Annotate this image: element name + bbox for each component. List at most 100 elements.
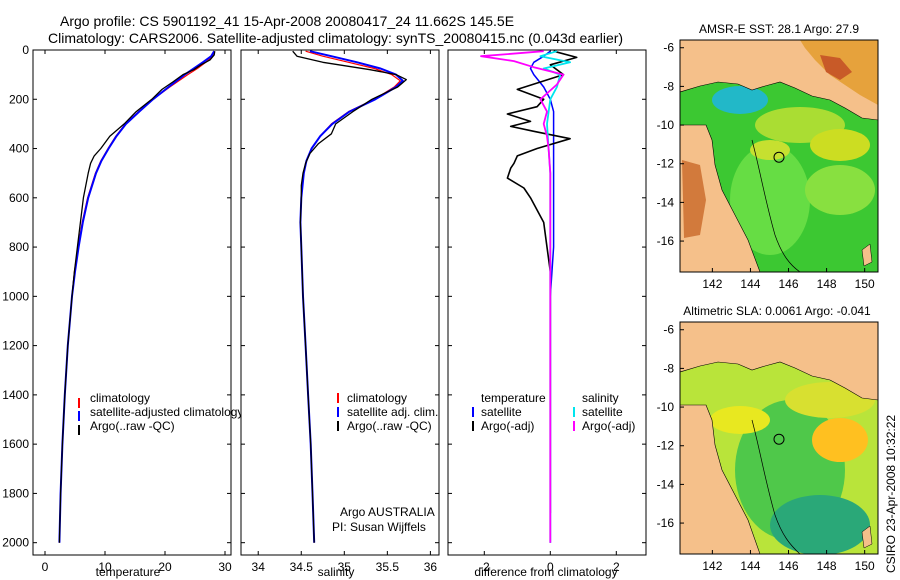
cape-york-landmass (680, 124, 761, 272)
x-tick-label: 0 (42, 560, 49, 574)
map-y-tick-label: -16 (657, 516, 675, 530)
credit-pi: PI: Susan Wijffels (332, 520, 426, 534)
figure-title-line1: Argo profile: CS 5901192_41 15-Apr-2008 … (60, 13, 514, 29)
legend-label-sal-satellite: satellite (582, 405, 623, 419)
salinity-panel: 34 34.5 35 35.5 36 salinity climatology sate… (240, 49, 440, 579)
map-y-tick-label: -10 (657, 400, 675, 414)
map-x-tick-label: 148 (817, 277, 837, 291)
legend-label-satellite: satellite adj. clim. (347, 405, 438, 419)
sla-field-patch (770, 495, 870, 554)
map-x-tick-label: 142 (702, 277, 722, 291)
legend-label-satellite: satellite-adjusted climatology (90, 405, 243, 419)
new-guinea-landmass (680, 322, 878, 401)
x-tick-label: 10 (98, 560, 112, 574)
map-x-tick-label: 150 (855, 277, 875, 291)
legend-label-temp-argo: Argo(-adj) (481, 419, 534, 433)
sla-field-patch (812, 418, 868, 462)
x-tick-label: -2 (479, 560, 490, 574)
map-x-tick-label: 144 (740, 277, 760, 291)
sst-land-highlands (820, 55, 852, 80)
sst-field-patch (730, 145, 810, 255)
legend-label-temp-satellite: satellite (481, 405, 522, 419)
map-y-tick-label: -8 (663, 79, 674, 93)
temperature-xlabel: temperature (96, 565, 161, 579)
difference-panel: -2 0 2 difference from climatology tempera… (447, 49, 647, 579)
sst-field-patch (810, 129, 870, 161)
csiro-timestamp: CSIRO 23-Apr-2008 10:32:22 (884, 415, 898, 573)
sla-field-patch (710, 406, 770, 434)
salinity-legend: climatology satellite adj. clim. Argo(..… (337, 391, 438, 433)
y-tick-label: 1600 (2, 437, 29, 451)
temperature-axes-frame (32, 49, 232, 556)
x-tick-label: 34.5 (290, 560, 314, 574)
shelf-contour (751, 419, 801, 554)
map-x-tick-label: 142 (702, 559, 722, 573)
salinity-axes-frame (240, 49, 440, 556)
sst-field-patch (712, 86, 768, 114)
x-tick-label: 34 (252, 560, 266, 574)
sla-map: Altimetric SLA: 0.0061 Argo: -0.041 142 1… (657, 304, 879, 573)
map-x-tick-label: 150 (855, 559, 875, 573)
y-tick-label: 600 (9, 191, 29, 205)
map-x-tick-label: 146 (779, 277, 799, 291)
reef-islet (861, 243, 873, 267)
map-y-tick-label: -12 (657, 157, 675, 171)
sst-map-title: AMSR-E SST: 28.1 Argo: 27.9 (699, 22, 859, 36)
legend-header-temperature: temperature (481, 391, 546, 405)
map-x-tick-label: 146 (779, 559, 799, 573)
sla-map-title: Altimetric SLA: 0.0061 Argo: -0.041 (683, 304, 871, 318)
shelf-contour (751, 139, 801, 272)
difference-xlabel: difference from climatology (474, 565, 617, 579)
x-tick-label: 20 (158, 560, 172, 574)
difference-legend: temperature salinity satellite Argo(-adj… (472, 391, 635, 433)
y-tick-label: 2000 (2, 536, 29, 550)
sst-map-frame (679, 39, 879, 273)
credit-argo-australia: Argo AUSTRALIA (340, 505, 435, 519)
y-tick-label: 1000 (2, 289, 29, 303)
sst-field-patch (805, 165, 875, 215)
map-y-tick-label: -6 (663, 323, 674, 337)
y-tick-label: 1200 (2, 339, 29, 353)
x-tick-label: 36 (424, 560, 438, 574)
cape-york-landmass (680, 404, 761, 554)
x-tick-label: 30 (218, 560, 232, 574)
argo-profile-marker (773, 433, 785, 445)
legend-label-argo: Argo(..raw -QC) (90, 419, 175, 433)
reef-islet (861, 525, 873, 549)
x-tick-label: 2 (613, 560, 620, 574)
sst-map: AMSR-E SST: 28.1 Argo: 27.9 142 144 146 148… (657, 22, 879, 291)
sst-field-patch (750, 140, 790, 160)
y-tick-label: 0 (22, 43, 29, 57)
map-y-tick-label: -12 (657, 439, 675, 453)
map-y-tick-label: -16 (657, 234, 675, 248)
y-tick-label: 400 (9, 142, 29, 156)
legend-label-climatology: climatology (90, 391, 150, 405)
series-line-temperature-satellite (529, 50, 555, 543)
series-line-argo (58, 51, 216, 543)
x-tick-label: 35.5 (376, 560, 400, 574)
map-y-tick-label: -14 (657, 477, 675, 491)
map-y-tick-label: -14 (657, 195, 675, 209)
legend-label-climatology: climatology (347, 391, 407, 405)
legend-header-salinity: salinity (582, 391, 619, 405)
temperature-legend: climatology satellite-adjusted climatolo… (78, 391, 243, 435)
map-y-tick-label: -6 (663, 41, 674, 55)
figure-title-line2: Climatology: CARS2006. Satellite-adjuste… (48, 30, 623, 46)
sla-map-frame (679, 321, 879, 555)
map-x-tick-label: 148 (817, 559, 837, 573)
series-line-argo (292, 50, 407, 543)
legend-label-argo: Argo(..raw -QC) (347, 419, 432, 433)
y-tick-label: 800 (9, 240, 29, 254)
x-tick-label: 0 (547, 560, 554, 574)
y-tick-label: 1400 (2, 388, 29, 402)
sst-land-warm (682, 160, 706, 238)
series-line-salinity-argo (480, 50, 565, 543)
map-y-tick-label: -10 (657, 118, 675, 132)
salinity-xlabel: salinity (318, 565, 355, 579)
legend-label-sal-argo: Argo(-adj) (582, 419, 635, 433)
temperature-panel: 0 200 400 600 800 1000 1200 1400 1600 1800 2000 0 1… (2, 43, 243, 579)
x-tick-label: 35 (338, 560, 352, 574)
y-tick-label: 1800 (2, 486, 29, 500)
argo-profile-marker (773, 151, 785, 163)
